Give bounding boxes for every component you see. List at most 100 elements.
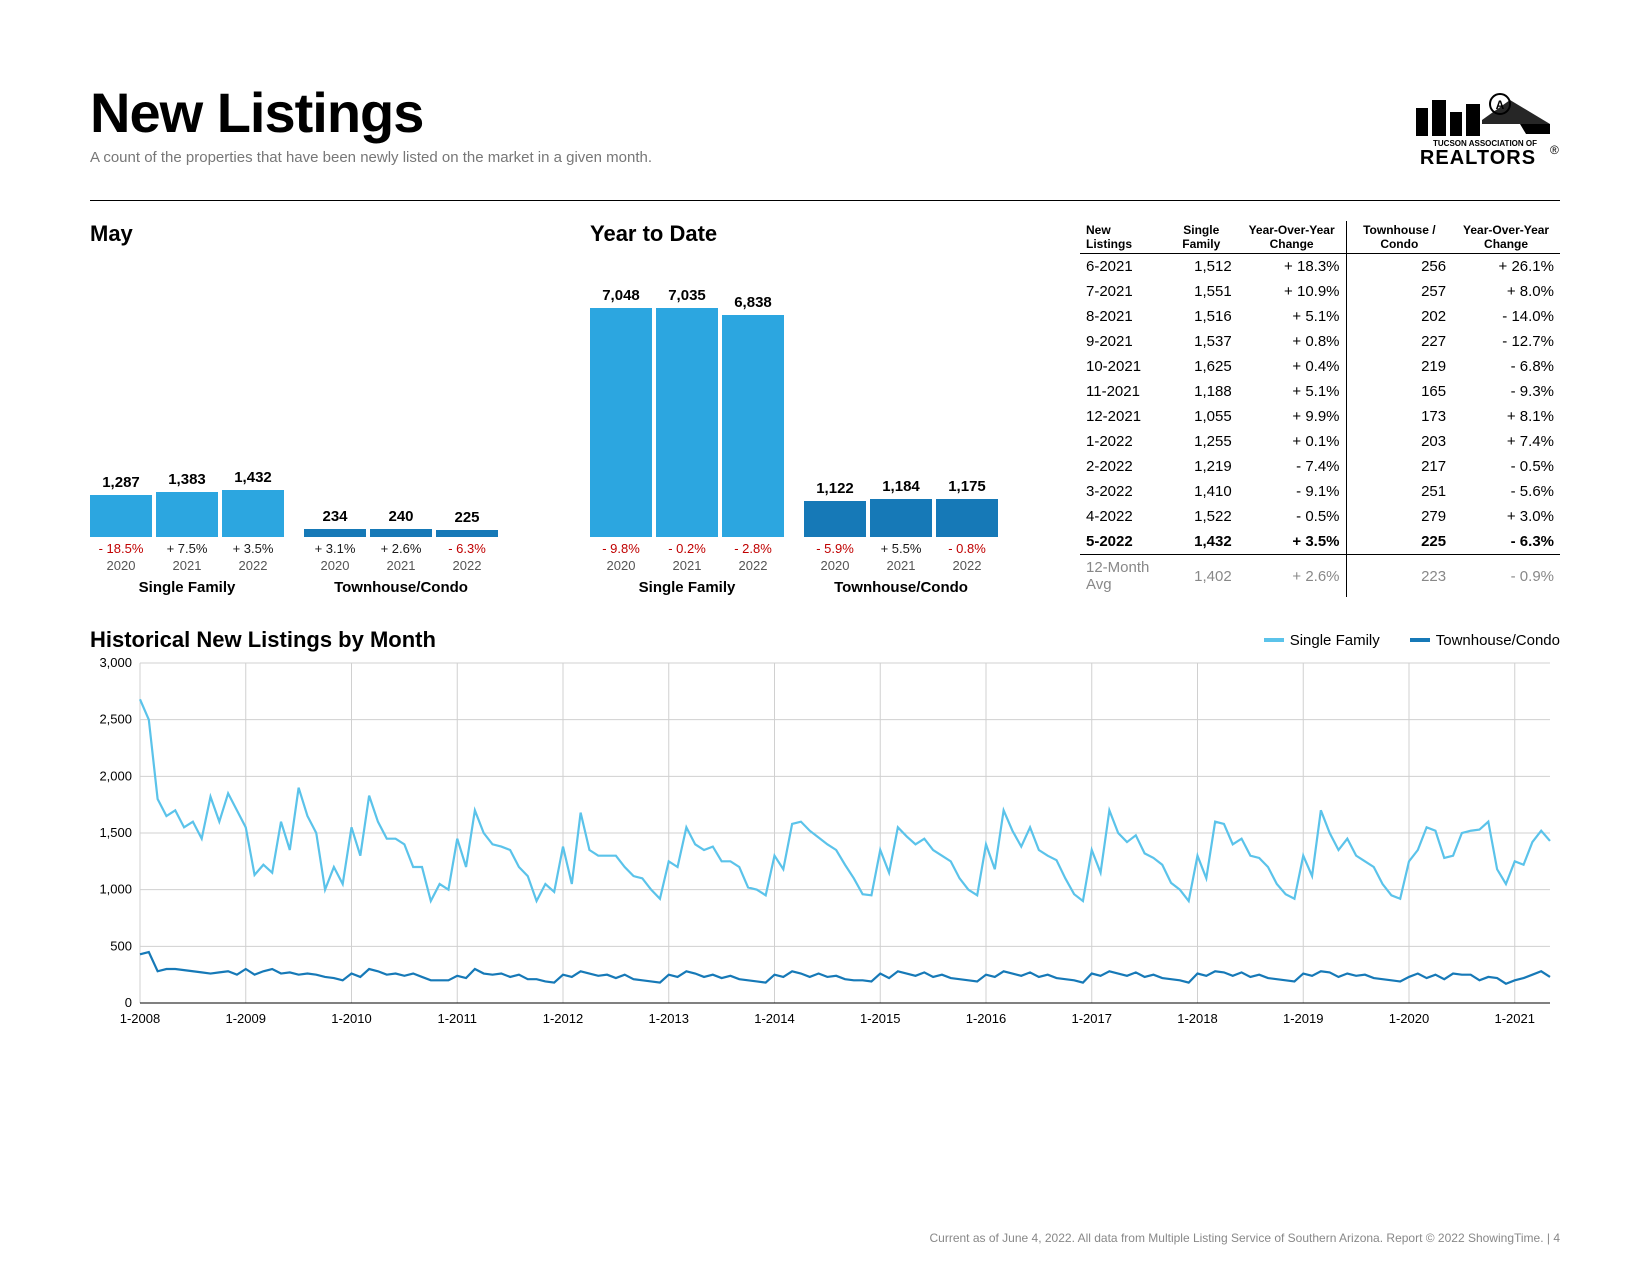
x-tick-label: 1-2020 <box>1389 1011 1429 1026</box>
table-header: Year-Over-Year Change <box>1452 221 1560 254</box>
table-cell: 8-2021 <box>1080 304 1165 329</box>
table-cell: 173 <box>1346 404 1452 429</box>
year-row: 202020212022 <box>590 558 784 573</box>
pct-label: + 5.5% <box>870 541 932 556</box>
x-tick-label: 1-2008 <box>120 1011 160 1026</box>
table-header: New Listings <box>1080 221 1165 254</box>
x-tick-label: 1-2018 <box>1177 1011 1217 1026</box>
table-row: 3-20221,410- 9.1%251- 5.6% <box>1080 479 1560 504</box>
bar: 1,122 <box>804 480 866 537</box>
table-cell: - 14.0% <box>1452 304 1560 329</box>
bar-rect <box>304 529 366 537</box>
table-cell: - 7.4% <box>1238 454 1346 479</box>
table-row: 12-20211,055+ 9.9%173+ 8.1% <box>1080 404 1560 429</box>
table-row: 5-20221,432+ 3.5%225- 6.3% <box>1080 529 1560 555</box>
table-cell: + 2.6% <box>1238 555 1346 598</box>
table-cell: 10-2021 <box>1080 354 1165 379</box>
group-name: Single Family <box>139 579 236 596</box>
year-row: 202020212022 <box>804 558 998 573</box>
pct-row: - 18.5%+ 7.5%+ 3.5% <box>90 541 284 556</box>
bar-value-label: 1,184 <box>882 478 920 495</box>
table-row: 8-20211,516+ 5.1%202- 14.0% <box>1080 304 1560 329</box>
upper-section: May1,2871,3831,432- 18.5%+ 7.5%+ 3.5%202… <box>90 221 1560 597</box>
bar-rect <box>590 308 652 537</box>
bar: 7,035 <box>656 287 718 537</box>
table-cell: 1,219 <box>1165 454 1238 479</box>
table-cell: 6-2021 <box>1080 254 1165 280</box>
legend-swatch <box>1410 638 1430 642</box>
pct-label: + 3.1% <box>304 541 366 556</box>
table-cell: 1,516 <box>1165 304 1238 329</box>
table-cell: - 12.7% <box>1452 329 1560 354</box>
table-cell: 1,402 <box>1165 555 1238 598</box>
year-label: 2020 <box>590 558 652 573</box>
table-cell: 225 <box>1346 529 1452 555</box>
y-tick-label: 3,000 <box>99 655 132 670</box>
bar: 7,048 <box>590 287 652 537</box>
y-tick-label: 2,000 <box>99 768 132 783</box>
bar-rect <box>436 530 498 537</box>
table-cell: - 0.9% <box>1452 555 1560 598</box>
table-cell: 1,522 <box>1165 504 1238 529</box>
bar-value-label: 1,175 <box>948 478 986 495</box>
group-name: Single Family <box>639 579 736 596</box>
table-cell: + 5.1% <box>1238 379 1346 404</box>
table-cell: - 0.5% <box>1238 504 1346 529</box>
legend-label: Townhouse/Condo <box>1436 632 1560 649</box>
table-cell: + 9.9% <box>1238 404 1346 429</box>
pct-label: + 2.6% <box>370 541 432 556</box>
table-cell: 12-2021 <box>1080 404 1165 429</box>
year-row: 202020212022 <box>304 558 498 573</box>
table-cell: 1,625 <box>1165 354 1238 379</box>
year-row: 202020212022 <box>90 558 284 573</box>
bar-rect <box>370 529 432 537</box>
table-row: 11-20211,188+ 5.1%165- 9.3% <box>1080 379 1560 404</box>
table-cell: - 6.8% <box>1452 354 1560 379</box>
bar-group: 1,1221,1841,175- 5.9%+ 5.5%- 0.8%2020202… <box>804 257 998 596</box>
bar-charts-area: May1,2871,3831,432- 18.5%+ 7.5%+ 3.5%202… <box>90 221 1050 597</box>
bar-value-label: 240 <box>388 508 413 525</box>
bar-rect <box>804 501 866 537</box>
table-row: 9-20211,537+ 0.8%227- 12.7% <box>1080 329 1560 354</box>
year-label: 2020 <box>804 558 866 573</box>
line-chart-section: Historical New Listings by Month Single … <box>90 627 1560 1078</box>
y-tick-label: 500 <box>110 938 132 953</box>
year-label: 2021 <box>156 558 218 573</box>
table-row: 7-20211,551+ 10.9%257+ 8.0% <box>1080 279 1560 304</box>
footer-note: Current as of June 4, 2022. All data fro… <box>929 1231 1560 1245</box>
pct-label: - 0.2% <box>656 541 718 556</box>
table-cell: + 0.8% <box>1238 329 1346 354</box>
bar-value-label: 7,035 <box>668 287 706 304</box>
table-cell: + 8.1% <box>1452 404 1560 429</box>
divider <box>90 200 1560 201</box>
table-cell: 3-2022 <box>1080 479 1165 504</box>
table-cell: 217 <box>1346 454 1452 479</box>
bar-rect <box>90 495 152 537</box>
group-name: Townhouse/Condo <box>334 579 468 596</box>
table-cell: 7-2021 <box>1080 279 1165 304</box>
pct-label: - 6.3% <box>436 541 498 556</box>
legend-item: Single Family <box>1264 632 1380 649</box>
realtors-logo: A TUCSON ASSOCIATION OF REALTORS ® <box>1410 90 1560 170</box>
table-cell: 12-Month Avg <box>1080 555 1165 598</box>
table-cell: + 5.1% <box>1238 304 1346 329</box>
table-cell: + 3.0% <box>1452 504 1560 529</box>
bar: 234 <box>304 508 366 537</box>
table-cell: - 0.5% <box>1452 454 1560 479</box>
pct-row: + 3.1% + 2.6% - 6.3% <box>304 541 498 556</box>
table-cell: 223 <box>1346 555 1452 598</box>
bar: 1,287 <box>90 474 152 537</box>
table-cell: 1-2022 <box>1080 429 1165 454</box>
table-cell: + 0.1% <box>1238 429 1346 454</box>
bar-value-label: 1,122 <box>816 480 854 497</box>
table-cell: 1,188 <box>1165 379 1238 404</box>
x-tick-label: 1-2011 <box>437 1011 477 1026</box>
year-label: 2021 <box>656 558 718 573</box>
table-cell: 1,432 <box>1165 529 1238 555</box>
table-cell: 2-2022 <box>1080 454 1165 479</box>
y-tick-label: 2,500 <box>99 712 132 727</box>
header: New Listings A count of the properties t… <box>90 80 1560 170</box>
legend-swatch <box>1264 638 1284 642</box>
x-tick-label: 1-2019 <box>1283 1011 1323 1026</box>
bar-value-label: 225 <box>454 509 479 526</box>
